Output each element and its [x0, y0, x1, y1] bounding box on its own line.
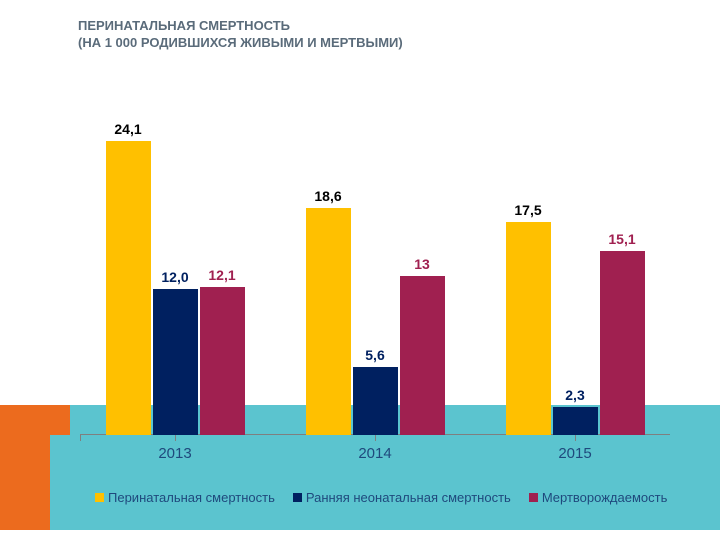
bar-value-label: 2,3	[545, 387, 605, 403]
x-axis-label: 2013	[145, 445, 205, 462]
x-axis-label: 2015	[545, 445, 605, 462]
legend: Перинатальная смертность Ранняя неонаталь…	[95, 490, 675, 505]
x-axis-label: 2014	[345, 445, 405, 462]
bar-rect	[106, 141, 151, 435]
legend-swatch	[293, 493, 302, 502]
legend-swatch	[95, 493, 104, 502]
bar: 13	[400, 276, 445, 435]
axis-tick	[175, 435, 176, 441]
legend-label: Перинатальная смертность	[108, 490, 275, 505]
legend-label: Мертворождаемость	[542, 490, 668, 505]
bar-value-label: 5,6	[345, 347, 405, 363]
axis-tick	[575, 435, 576, 441]
legend-item: Ранняя неонатальная смертность	[293, 490, 511, 505]
band-top-orange	[0, 405, 70, 435]
bar-group-2014: 18,65,613	[306, 208, 445, 435]
bar-rect	[153, 289, 198, 435]
bar: 18,6	[306, 208, 351, 435]
plot-area: 24,112,012,118,65,61317,52,315,1	[80, 130, 670, 435]
bar-group-2013: 24,112,012,1	[106, 141, 245, 435]
bar-rect	[553, 407, 598, 435]
axis-tick	[375, 435, 376, 441]
legend-item: Мертворождаемость	[529, 490, 668, 505]
bar-rect	[200, 287, 245, 435]
bar-value-label: 18,6	[298, 188, 358, 204]
band-bottom-orange	[0, 435, 50, 530]
x-axis-labels: 2013 2014 2015	[80, 445, 670, 469]
bar: 12,0	[153, 289, 198, 435]
bar: 12,1	[200, 287, 245, 435]
legend-label: Ранняя неонатальная смертность	[306, 490, 511, 505]
bar-group-2015: 17,52,315,1	[506, 222, 645, 436]
legend-swatch	[529, 493, 538, 502]
chart-title-line2: (НА 1 000 РОДИВШИХСЯ ЖИВЫМИ И МЕРТВЫМИ)	[78, 35, 403, 52]
bar: 17,5	[506, 222, 551, 436]
bar: 2,3	[553, 407, 598, 435]
bar-rect	[600, 251, 645, 435]
bar: 5,6	[353, 367, 398, 435]
bar-value-label: 15,1	[592, 231, 652, 247]
bar-value-label: 12,1	[192, 267, 252, 283]
bar-value-label: 24,1	[98, 121, 158, 137]
chart-page: { "title": { "line1": "ПЕРИНАТАЛЬНАЯ СМЕ…	[0, 0, 720, 540]
legend-item: Перинатальная смертность	[95, 490, 275, 505]
bar: 24,1	[106, 141, 151, 435]
bar-value-label: 17,5	[498, 202, 558, 218]
bar-rect	[306, 208, 351, 435]
chart-title: ПЕРИНАТАЛЬНАЯ СМЕРТНОСТЬ (НА 1 000 РОДИВ…	[78, 18, 403, 52]
bar-rect	[400, 276, 445, 435]
chart-title-line1: ПЕРИНАТАЛЬНАЯ СМЕРТНОСТЬ	[78, 18, 403, 35]
bar-rect	[353, 367, 398, 435]
axis-tick	[80, 435, 81, 441]
bar-value-label: 13	[392, 256, 452, 272]
bar-rect	[506, 222, 551, 436]
bar: 15,1	[600, 251, 645, 435]
